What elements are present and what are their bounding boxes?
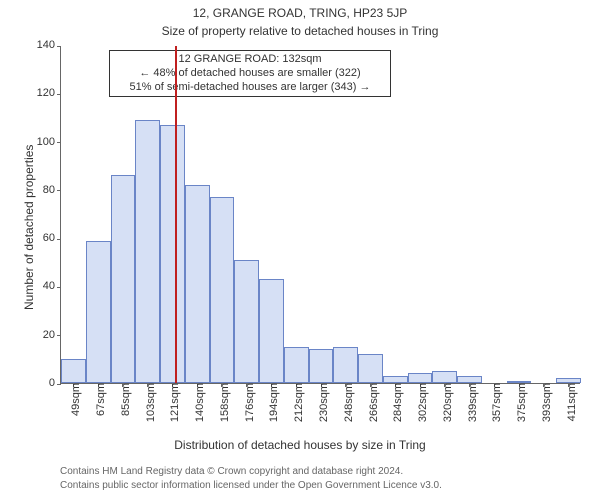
xtick-label: 284sqm [386,383,404,422]
histogram-bar [432,371,457,383]
xtick-label: 375sqm [510,383,528,422]
y-axis-label: Number of detached properties [22,145,36,310]
histogram-bar [210,197,235,383]
annotation-line-1: 12 GRANGE ROAD: 132sqm [116,53,384,67]
xtick-label: 49sqm [64,383,82,416]
histogram-bar [234,260,259,383]
histogram-bar [333,347,358,383]
histogram-bar [135,120,160,383]
histogram-bar [86,241,111,383]
plot-area: 12 GRANGE ROAD: 132sqm ← 48% of detached… [60,46,580,384]
histogram-bar [457,376,482,383]
ytick-label: 20 [43,329,61,341]
chart-container: 12, GRANGE ROAD, TRING, HP23 5JP Size of… [0,0,600,500]
histogram-bar [383,376,408,383]
footnote-line-1: Contains HM Land Registry data © Crown c… [60,466,403,477]
ytick-label: 60 [43,232,61,244]
xtick-label: 176sqm [238,383,256,422]
histogram-bar [61,359,86,383]
xtick-label: 212sqm [287,383,305,422]
xtick-label: 158sqm [213,383,231,422]
histogram-bar [185,185,210,383]
property-marker-line [175,46,177,383]
histogram-bar [160,125,185,383]
xtick-label: 339sqm [461,383,479,422]
ytick-label: 0 [49,377,61,389]
histogram-bar [358,354,383,383]
xtick-label: 411sqm [560,383,578,421]
xtick-label: 103sqm [139,383,157,422]
xtick-label: 194sqm [262,383,280,422]
xtick-label: 67sqm [89,383,107,416]
xtick-label: 121sqm [163,383,181,422]
ytick-label: 140 [37,39,61,51]
xtick-label: 357sqm [485,383,503,422]
annotation-line-3: 51% of semi-detached houses are larger (… [116,81,384,95]
xtick-label: 266sqm [362,383,380,422]
histogram-bar [259,279,284,383]
histogram-bar [309,349,334,383]
xtick-label: 393sqm [535,383,553,422]
x-axis-label: Distribution of detached houses by size … [0,438,600,452]
annotation-line-2: ← 48% of detached houses are smaller (32… [116,67,384,81]
annotation-box: 12 GRANGE ROAD: 132sqm ← 48% of detached… [109,50,391,97]
ytick-label: 40 [43,280,61,292]
xtick-label: 85sqm [114,383,132,416]
ytick-label: 100 [37,136,61,148]
xtick-label: 302sqm [411,383,429,422]
xtick-label: 230sqm [312,383,330,422]
ytick-label: 120 [37,87,61,99]
histogram-bar [284,347,309,383]
xtick-label: 320sqm [436,383,454,422]
xtick-label: 248sqm [337,383,355,422]
ytick-label: 80 [43,184,61,196]
xtick-label: 140sqm [188,383,206,422]
chart-title: 12, GRANGE ROAD, TRING, HP23 5JP [0,6,600,20]
chart-subtitle: Size of property relative to detached ho… [0,24,600,38]
histogram-bar [408,373,433,383]
histogram-bar [111,175,136,383]
footnote-line-2: Contains public sector information licen… [60,480,442,491]
